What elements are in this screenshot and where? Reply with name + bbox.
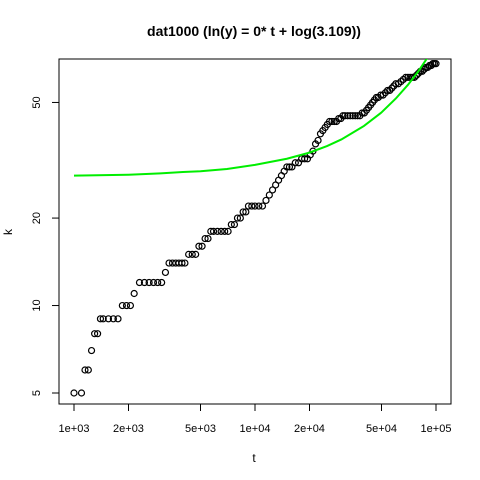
x-tick-label: 2e+04	[294, 423, 325, 435]
data-point	[291, 159, 299, 167]
data-point	[420, 65, 428, 73]
data-point	[87, 346, 96, 355]
data-point	[349, 112, 357, 120]
data-point	[114, 315, 122, 323]
data-point	[195, 242, 203, 250]
x-axis: 1e+03 2e+03 5e+03 1e+04 2e+04 5e+04 1e+05	[59, 403, 452, 435]
data-point	[221, 227, 229, 235]
data-point	[217, 227, 225, 235]
data-point	[201, 234, 209, 243]
y-tick-label: 20	[31, 212, 43, 224]
x-tick-label: 1e+04	[240, 423, 271, 435]
data-point	[388, 84, 396, 92]
data-point	[126, 301, 135, 310]
x-tick-label: 1e+03	[59, 423, 90, 435]
data-point	[251, 202, 259, 210]
data-point	[140, 278, 149, 287]
data-point	[283, 163, 291, 171]
data-point	[165, 259, 173, 267]
data-point	[109, 315, 117, 323]
data-point	[262, 196, 270, 205]
data-point	[432, 60, 440, 68]
data-point	[161, 268, 170, 277]
y-tick-label: 10	[31, 299, 43, 311]
data-point	[178, 259, 186, 267]
data-point	[233, 214, 242, 222]
data-point	[118, 301, 126, 310]
y-tick-label: 50	[31, 96, 43, 108]
y-tick-label: 5	[31, 390, 43, 396]
data-point	[207, 227, 215, 235]
data-point	[351, 112, 359, 120]
fit-line	[73, 59, 428, 177]
data-point	[255, 202, 263, 210]
data-point	[341, 112, 349, 120]
data-point	[285, 163, 294, 171]
data-point	[104, 315, 113, 323]
data-point	[198, 242, 206, 250]
data-point	[130, 289, 138, 298]
data-point	[402, 73, 410, 81]
data-point	[242, 208, 250, 216]
data-point	[239, 208, 247, 216]
data-point	[301, 155, 309, 163]
data-point	[91, 330, 99, 338]
data-point	[84, 366, 92, 374]
data-point	[314, 136, 322, 145]
data-point	[236, 214, 244, 222]
data-point	[227, 220, 235, 229]
data-point	[99, 315, 107, 323]
data-point	[386, 86, 394, 95]
data-point	[93, 330, 102, 338]
data-point	[268, 186, 277, 194]
data-point	[149, 278, 158, 287]
y-axis: 5 10 20 50	[31, 96, 60, 396]
data-point	[344, 112, 352, 120]
data-point	[158, 278, 166, 287]
data-point	[224, 227, 232, 235]
x-tick-label: 5e+03	[185, 423, 216, 435]
data-point	[181, 259, 189, 267]
data-point	[154, 278, 162, 287]
data-point	[325, 117, 334, 126]
data-point	[339, 112, 347, 120]
data-point	[81, 366, 89, 374]
data-point	[188, 250, 196, 258]
data-point	[248, 202, 256, 210]
data-point	[213, 227, 222, 235]
data-point	[192, 250, 200, 258]
data-point	[410, 73, 419, 81]
chart-title: dat1000 (ln(y) = 0* t + log(3.109))	[147, 23, 361, 39]
data-point	[96, 315, 105, 323]
data-point	[122, 301, 131, 310]
data-point	[346, 112, 354, 120]
data-point	[70, 389, 78, 397]
data-point	[209, 227, 218, 235]
data-point	[185, 250, 193, 258]
x-tick-label: 1e+05	[421, 423, 452, 435]
y-axis-label: k	[1, 228, 15, 235]
data-point	[145, 278, 153, 287]
series-fit-line	[73, 59, 428, 177]
data-point	[204, 234, 212, 243]
x-tick-label: 2e+03	[113, 423, 144, 435]
data-point	[77, 389, 86, 397]
data-point	[265, 191, 273, 199]
x-axis-label: t	[252, 451, 256, 465]
data-point	[328, 117, 336, 126]
data-point	[230, 220, 239, 229]
x-tick-label: 5e+04	[366, 423, 397, 435]
data-point	[258, 202, 267, 210]
data-point	[135, 278, 144, 287]
